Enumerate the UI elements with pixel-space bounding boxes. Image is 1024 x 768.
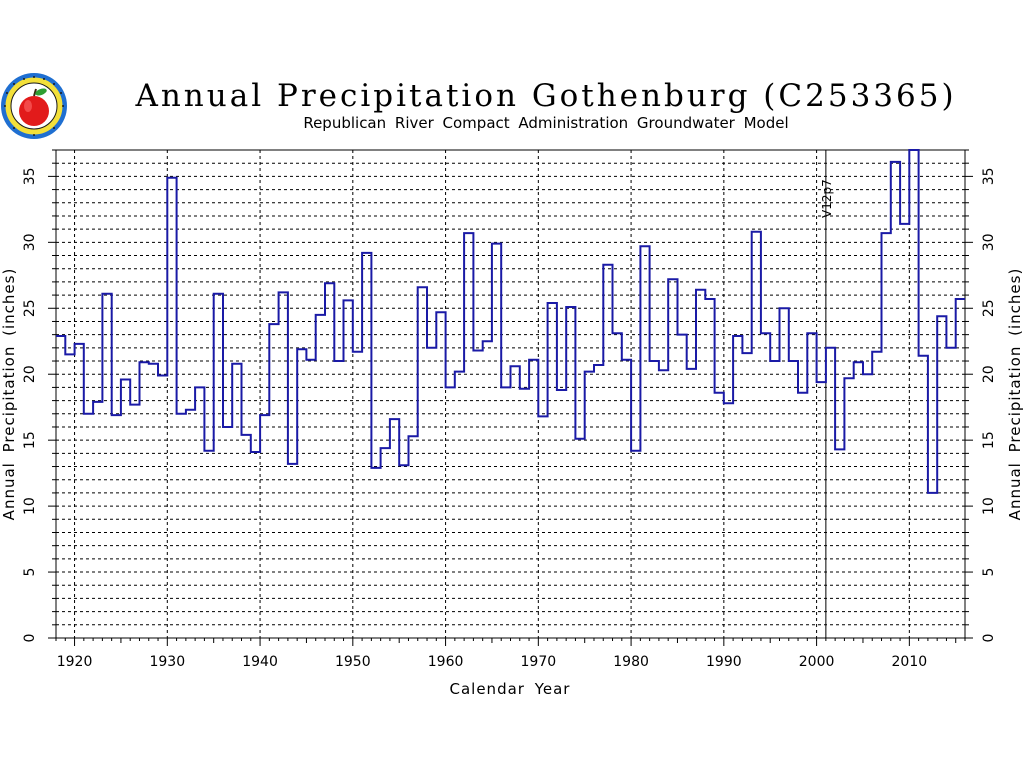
- y-tick-label-right: 10: [981, 497, 997, 515]
- y-tick-label-left: 35: [22, 167, 38, 185]
- y-tick-label-right: 35: [981, 167, 997, 185]
- y-tick-label-left: 25: [22, 299, 38, 317]
- x-axis-label: Calendar Year: [450, 680, 571, 698]
- y-tick-labels-right: 0 5 10 15 20 25 30 35: [981, 167, 997, 642]
- y-axis-label-left: Annual Precipitation (inches): [0, 268, 18, 521]
- y-tick-label-left: 15: [22, 431, 38, 449]
- series-precipitation-line: [56, 149, 965, 494]
- chart-title: Annual Precipitation Gothenburg (C253365…: [134, 78, 956, 114]
- y-tick-label-left: 5: [22, 568, 38, 577]
- y-axis-label-right: Annual Precipitation (inches): [1006, 268, 1024, 521]
- x-tick-label: 1940: [242, 654, 278, 670]
- y-tick-label-right: 25: [981, 299, 997, 317]
- plot-frame: [55, 149, 966, 639]
- y-tick-label-left: 20: [22, 365, 38, 383]
- y-tick-label-left: 0: [22, 634, 38, 643]
- y-tick-label-right: 5: [981, 568, 997, 577]
- x-tick-label: 1950: [335, 654, 371, 670]
- y-tick-label-left: 30: [22, 233, 38, 251]
- y-tick-labels-left: 0 5 10 15 20 25 30 35: [22, 167, 38, 642]
- chart-subtitle: Republican River Compact Administration …: [303, 114, 788, 132]
- x-tick-label: 1980: [613, 654, 649, 670]
- x-tick-label: 1960: [428, 654, 464, 670]
- y-tick-label-right: 30: [981, 233, 997, 251]
- version-marker-label: V12p7: [820, 179, 834, 218]
- x-tick-label: 1920: [57, 654, 93, 670]
- logo-seal-icon: [1, 73, 67, 139]
- x-tick-label: 1930: [149, 654, 185, 670]
- y-tick-label-right: 20: [981, 365, 997, 383]
- x-tick-labels: 1920 1930 1940 1950 1960 1970 1980 1990 2000 2010: [57, 654, 927, 670]
- y-tick-label-right: 0: [981, 634, 997, 643]
- x-tick-label: 1990: [706, 654, 742, 670]
- y-tick-label-left: 10: [22, 497, 38, 515]
- y-tick-label-right: 15: [981, 431, 997, 449]
- x-tick-label: 1970: [521, 654, 557, 670]
- x-tick-label: 2000: [799, 654, 835, 670]
- grid-lines: [56, 150, 965, 638]
- x-tick-label: 2010: [892, 654, 928, 670]
